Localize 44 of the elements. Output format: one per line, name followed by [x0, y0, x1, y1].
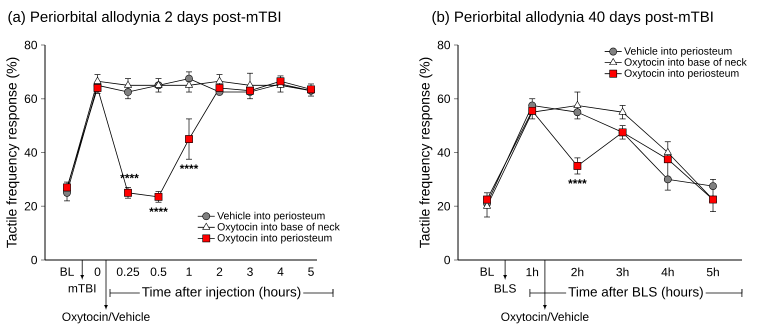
x-tick-label: 2: [216, 268, 222, 276]
chart-title: (a) Periorbital allodynia 2 days post-mTBI: [8, 11, 280, 25]
x-tick-label: 2h: [571, 268, 584, 276]
x-tick-label: 0.25: [116, 268, 140, 276]
y-tick-label: 0: [31, 256, 38, 264]
y-tick-label: 80: [438, 40, 450, 50]
annotation: ****: [149, 207, 168, 212]
y-tick-label: 20: [438, 202, 450, 210]
legend-label: Oxytocin into base of neck: [218, 222, 340, 233]
text: Oxytocin/Vehicle: [62, 312, 150, 324]
legend-label: Oxytocin into base of neck: [624, 58, 747, 68]
y-axis-title: Tactile frequency response (%): [419, 58, 432, 248]
legend-label: Vehicle into periosteum: [217, 212, 325, 222]
x-tick-label: 5h: [706, 268, 719, 276]
y-tick-label: 20: [24, 202, 38, 210]
legend-label: Oxytocin into periosteum: [218, 234, 332, 244]
x-tick-label: 5: [308, 268, 314, 276]
y-tick-label: 60: [24, 94, 38, 103]
text: Oxytocin/Vehicle: [501, 312, 589, 324]
annotation: ****: [568, 179, 587, 184]
y-tick-label: 80: [24, 40, 38, 50]
text: mTBI: [68, 284, 96, 292]
x-tick-label: 3: [247, 268, 253, 276]
x-tick-label: 1: [186, 268, 192, 276]
legend-label: Oxytocin into periosteum: [624, 69, 738, 79]
x-tick-label: BL: [480, 268, 494, 276]
y-tick-label: 40: [437, 148, 450, 157]
x-tick-label: 4h: [661, 268, 674, 276]
y-axis-title: Tactile frequency response (%): [6, 58, 20, 248]
x-tick-label: 0: [94, 268, 100, 276]
x-axis-title: Time after injection (hours): [142, 286, 300, 300]
x-tick-label: 3h: [616, 268, 628, 276]
x-tick-label: 1h: [526, 268, 538, 276]
x-axis-title: Time after BLS (hours): [568, 286, 703, 300]
x-tick-label: 0.5: [150, 268, 166, 276]
y-tick-label: 0: [444, 256, 450, 264]
y-tick-label: 40: [24, 148, 38, 157]
chart-title: (b) Periorbital allodynia 40 days post-mTBI: [432, 11, 712, 25]
annotation: ****: [180, 164, 198, 169]
y-tick-label: 60: [438, 94, 450, 103]
x-tick-label: 4: [277, 268, 284, 276]
legend-label: Vehicle into periosteum: [624, 47, 732, 57]
text: BLS: [494, 284, 516, 293]
x-tick-label: BL: [60, 268, 74, 276]
